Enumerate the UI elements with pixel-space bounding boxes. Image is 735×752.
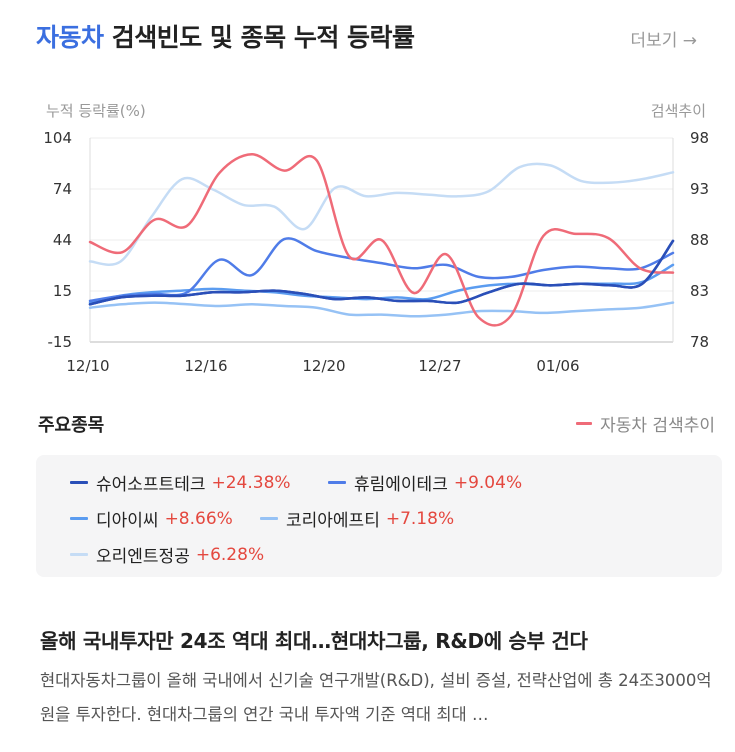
legend-swatch (70, 481, 88, 484)
legend-item[interactable]: 휴림에이테크 +9.04% (328, 470, 522, 495)
left-tick-label: 15 (53, 282, 72, 300)
search-legend-label: 자동차 검색추이 (600, 416, 715, 436)
series-line (88, 239, 675, 306)
legend-change: +8.66% (164, 508, 233, 529)
series-line (88, 162, 675, 266)
legend-swatch (260, 517, 278, 520)
x-tick-label: 01/06 (536, 357, 579, 375)
right-axis-label: 검색추이 (650, 102, 706, 120)
legend-name: 슈어소프트테크 (96, 475, 206, 495)
series-line (88, 237, 675, 303)
legend-swatch (328, 481, 346, 484)
left-axis-label: 누적 등락률(%) (46, 102, 146, 120)
legend-name: 휴림에이테크 (354, 475, 448, 495)
left-tick-label: -15 (48, 333, 73, 351)
legend-swatch (70, 553, 88, 556)
legend-name: 오리엔트정공 (96, 547, 190, 567)
legend-item[interactable]: 디아이씨 +8.66% (70, 506, 233, 531)
right-tick-label: 83 (690, 282, 709, 300)
legend-change: +7.18% (385, 508, 455, 529)
section-title: 주요종목 (38, 415, 105, 436)
right-tick-label: 88 (690, 231, 709, 249)
legend-item[interactable]: 슈어소프트테크 +24.38% (70, 470, 291, 495)
right-tick-label: 93 (690, 180, 709, 198)
search-trend-line (88, 153, 675, 327)
title-rest: 검색빈도 및 종목 누적 등락률 (103, 23, 415, 52)
search-legend-swatch (576, 422, 593, 425)
legend-change: +24.38% (211, 472, 291, 493)
page-title: 자동차 검색빈도 및 종목 누적 등락률 (36, 18, 415, 54)
line-chart: 104 98 74 93 44 88 15 83 -15 78 12/10 12/16 12/20 12/… (43, 129, 709, 375)
search-legend: 자동차 검색추이 (576, 411, 715, 436)
left-tick-label: 44 (53, 231, 72, 249)
x-tick-label: 12/10 (66, 357, 109, 375)
x-tick-label: 12/20 (302, 357, 345, 375)
news-title[interactable]: 올해 국내투자만 24조 역대 최대…현대차그룹, R&D에 승부 건다 (40, 629, 588, 653)
news-body[interactable]: 현대자동차그룹이 올해 국내에서 신기술 연구개발(R&D), 설비 증설, 전… (40, 671, 712, 724)
legend-name: 디아이씨 (96, 511, 159, 531)
right-tick-label: 98 (690, 129, 709, 147)
legend-box: 슈어소프트테크 +24.38% 휴림에이테크 +9.04% 디아이씨 +8.66% 코… (36, 455, 722, 577)
x-tick-label: 12/16 (184, 357, 227, 375)
left-tick-label: 104 (43, 129, 72, 147)
legend-change: +9.04% (453, 472, 523, 493)
legend-item[interactable]: 오리엔트정공 +6.28% (70, 542, 264, 567)
legend-swatch (70, 517, 88, 520)
legend-change: +6.28% (195, 544, 265, 565)
series-line (88, 301, 675, 318)
legend-name: 코리아에프티 (286, 511, 380, 531)
x-tick-label: 12/27 (418, 357, 461, 375)
more-link[interactable]: 더보기 → (630, 31, 697, 51)
left-tick-label: 74 (53, 180, 72, 198)
keyword: 자동차 (36, 23, 104, 52)
right-tick-label: 78 (690, 333, 709, 351)
legend-item[interactable]: 코리아에프티 +7.18% (260, 506, 454, 531)
